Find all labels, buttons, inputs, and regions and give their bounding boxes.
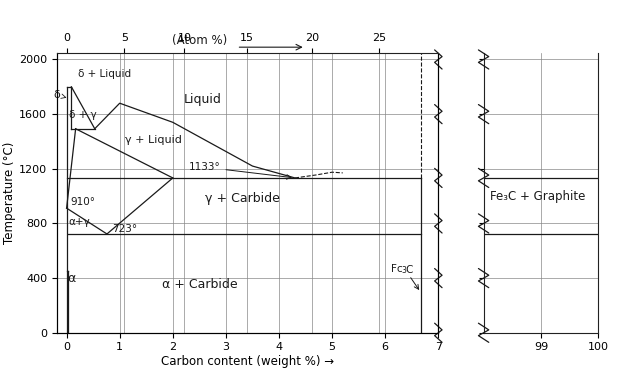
Text: δ + Liquid: δ + Liquid bbox=[78, 69, 131, 79]
Text: (Atom %): (Atom %) bbox=[172, 34, 227, 47]
Text: 910°: 910° bbox=[70, 197, 95, 208]
X-axis label: Carbon content (weight %) →: Carbon content (weight %) → bbox=[161, 355, 334, 368]
Text: α+γ: α+γ bbox=[69, 217, 91, 227]
Text: δ: δ bbox=[53, 90, 66, 100]
Text: 723°: 723° bbox=[112, 224, 137, 234]
Text: δ + γ: δ + γ bbox=[69, 110, 97, 120]
Text: γ + Liquid: γ + Liquid bbox=[125, 135, 182, 145]
Text: α + Carbide: α + Carbide bbox=[162, 277, 238, 291]
Text: 1133°: 1133° bbox=[188, 162, 291, 179]
Text: Fe₃C + Graphite: Fe₃C + Graphite bbox=[490, 190, 586, 203]
Y-axis label: Temperature (°C): Temperature (°C) bbox=[4, 141, 16, 244]
Text: Liquid: Liquid bbox=[184, 93, 221, 106]
Text: C: C bbox=[405, 264, 413, 274]
Text: γ + Carbide: γ + Carbide bbox=[205, 192, 280, 205]
Text: 3: 3 bbox=[401, 266, 406, 275]
Text: Fc: Fc bbox=[391, 264, 402, 274]
Text: α: α bbox=[68, 272, 76, 285]
